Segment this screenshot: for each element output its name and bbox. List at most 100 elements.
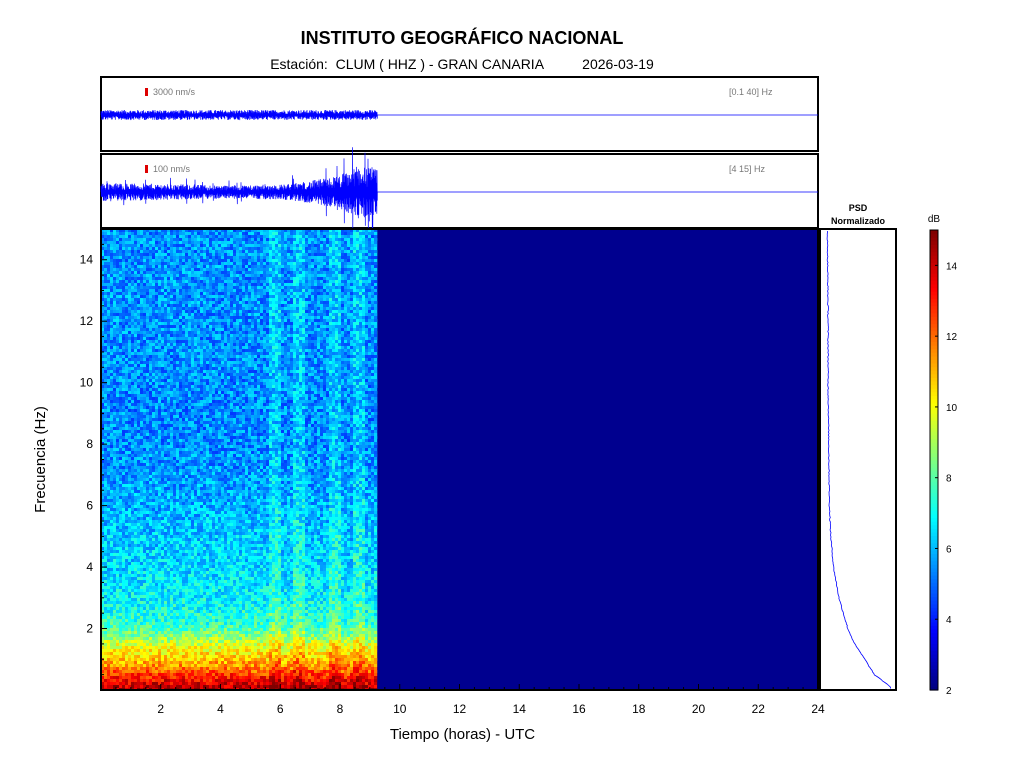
spectrogram-cell [152, 373, 155, 376]
spectrogram-cell [116, 304, 119, 307]
spectrogram-cell [152, 250, 155, 253]
spectrogram-cell [194, 403, 197, 406]
spectrogram-cell [143, 664, 146, 667]
spectrogram-cell [194, 649, 197, 652]
spectrogram-cell [149, 373, 152, 376]
spectrogram-cell [116, 295, 119, 298]
spectrogram-cell [149, 544, 152, 547]
spectrogram-cell [107, 571, 110, 574]
spectrogram-cell [164, 646, 167, 649]
spectrogram-cell [176, 481, 179, 484]
spectrogram-cell [107, 652, 110, 655]
spectrogram-cell [101, 628, 104, 631]
spectrogram-cell [125, 526, 128, 529]
spectrogram-cell [104, 613, 107, 616]
spectrogram-cell [173, 454, 176, 457]
spectrogram-cell [140, 535, 143, 538]
spectrogram-cell [110, 292, 113, 295]
spectrogram-cell [119, 586, 122, 589]
spectrogram-cell [194, 307, 197, 310]
spectrogram-cell [125, 388, 128, 391]
spectrogram-cell [167, 610, 170, 613]
spectrogram-cell [125, 304, 128, 307]
spectrogram-cell [173, 664, 176, 667]
spectrogram-cell [125, 349, 128, 352]
spectrogram-cell [113, 661, 116, 664]
spectrogram-cell [119, 448, 122, 451]
spectrogram-cell [146, 622, 149, 625]
spectrogram-cell [179, 307, 182, 310]
spectrogram-cell [101, 448, 104, 451]
spectrogram-cell [122, 571, 125, 574]
spectrogram-cell [167, 415, 170, 418]
spectrogram-cell [182, 466, 185, 469]
spectrogram-cell [179, 406, 182, 409]
spectrogram-cell [176, 685, 179, 688]
spectrogram-cell [158, 535, 161, 538]
spectrogram-cell [128, 409, 131, 412]
spectrogram-cell [128, 643, 131, 646]
spectrogram-cell [191, 361, 194, 364]
spectrogram-cell [107, 436, 110, 439]
spectrogram-cell [176, 592, 179, 595]
spectrogram-cell [158, 415, 161, 418]
spectrogram-cell [176, 391, 179, 394]
spectrogram-cell [197, 370, 200, 373]
spectrogram-cell [155, 427, 158, 430]
spectrogram-cell [107, 658, 110, 661]
spectrogram-cell [140, 277, 143, 280]
spectrogram-cell [131, 469, 134, 472]
spectrogram-cell [110, 229, 113, 232]
spectrogram-cell [146, 676, 149, 679]
spectrogram-cell [161, 604, 164, 607]
spectrogram-cell [122, 322, 125, 325]
spectrogram-cell [179, 412, 182, 415]
spectrogram-cell [101, 322, 104, 325]
spectrogram-cell [110, 475, 113, 478]
spectrogram-cell [101, 391, 104, 394]
spectrogram-cell [167, 349, 170, 352]
spectrogram-cell [134, 442, 137, 445]
spectrogram-cell [170, 283, 173, 286]
spectrogram-cell [176, 619, 179, 622]
spectrogram-cell [188, 622, 191, 625]
spectrogram-cell [131, 430, 134, 433]
spectrogram-cell [176, 508, 179, 511]
spectrogram-cell [176, 637, 179, 640]
spectrogram-cell [122, 577, 125, 580]
spectrogram-cell [164, 589, 167, 592]
spectrogram-cell [122, 610, 125, 613]
spectrogram-cell [137, 511, 140, 514]
spectrogram-cell [149, 673, 152, 676]
spectrogram-cell [164, 502, 167, 505]
spectrogram-cell [167, 262, 170, 265]
spectrogram-cell [125, 646, 128, 649]
spectrogram-cell [143, 271, 146, 274]
spectrogram-cell [104, 550, 107, 553]
spectrogram-cell [155, 430, 158, 433]
spectrogram-cell [134, 472, 137, 475]
spectrogram-cell [176, 595, 179, 598]
spectrogram-cell [110, 364, 113, 367]
spectrogram-cell [152, 340, 155, 343]
spectrogram-cell [119, 682, 122, 685]
spectrogram-cell [119, 232, 122, 235]
spectrogram-cell [182, 538, 185, 541]
spectrogram-cell [149, 352, 152, 355]
spectrogram-cell [110, 571, 113, 574]
spectrogram-cell [152, 571, 155, 574]
spectrogram-cell [101, 295, 104, 298]
spectrogram-cell [170, 646, 173, 649]
spectrogram-cell [104, 619, 107, 622]
spectrogram-cell [146, 556, 149, 559]
spectrogram-cell [125, 259, 128, 262]
spectrogram-cell [194, 526, 197, 529]
spectrogram-cell [179, 673, 182, 676]
spectrogram-cell [182, 433, 185, 436]
spectrogram-cell [188, 481, 191, 484]
spectrogram-cell [167, 607, 170, 610]
spectrogram-cell [137, 469, 140, 472]
spectrogram-cell [164, 595, 167, 598]
spectrogram-cell [140, 256, 143, 259]
spectrogram-cell [173, 640, 176, 643]
